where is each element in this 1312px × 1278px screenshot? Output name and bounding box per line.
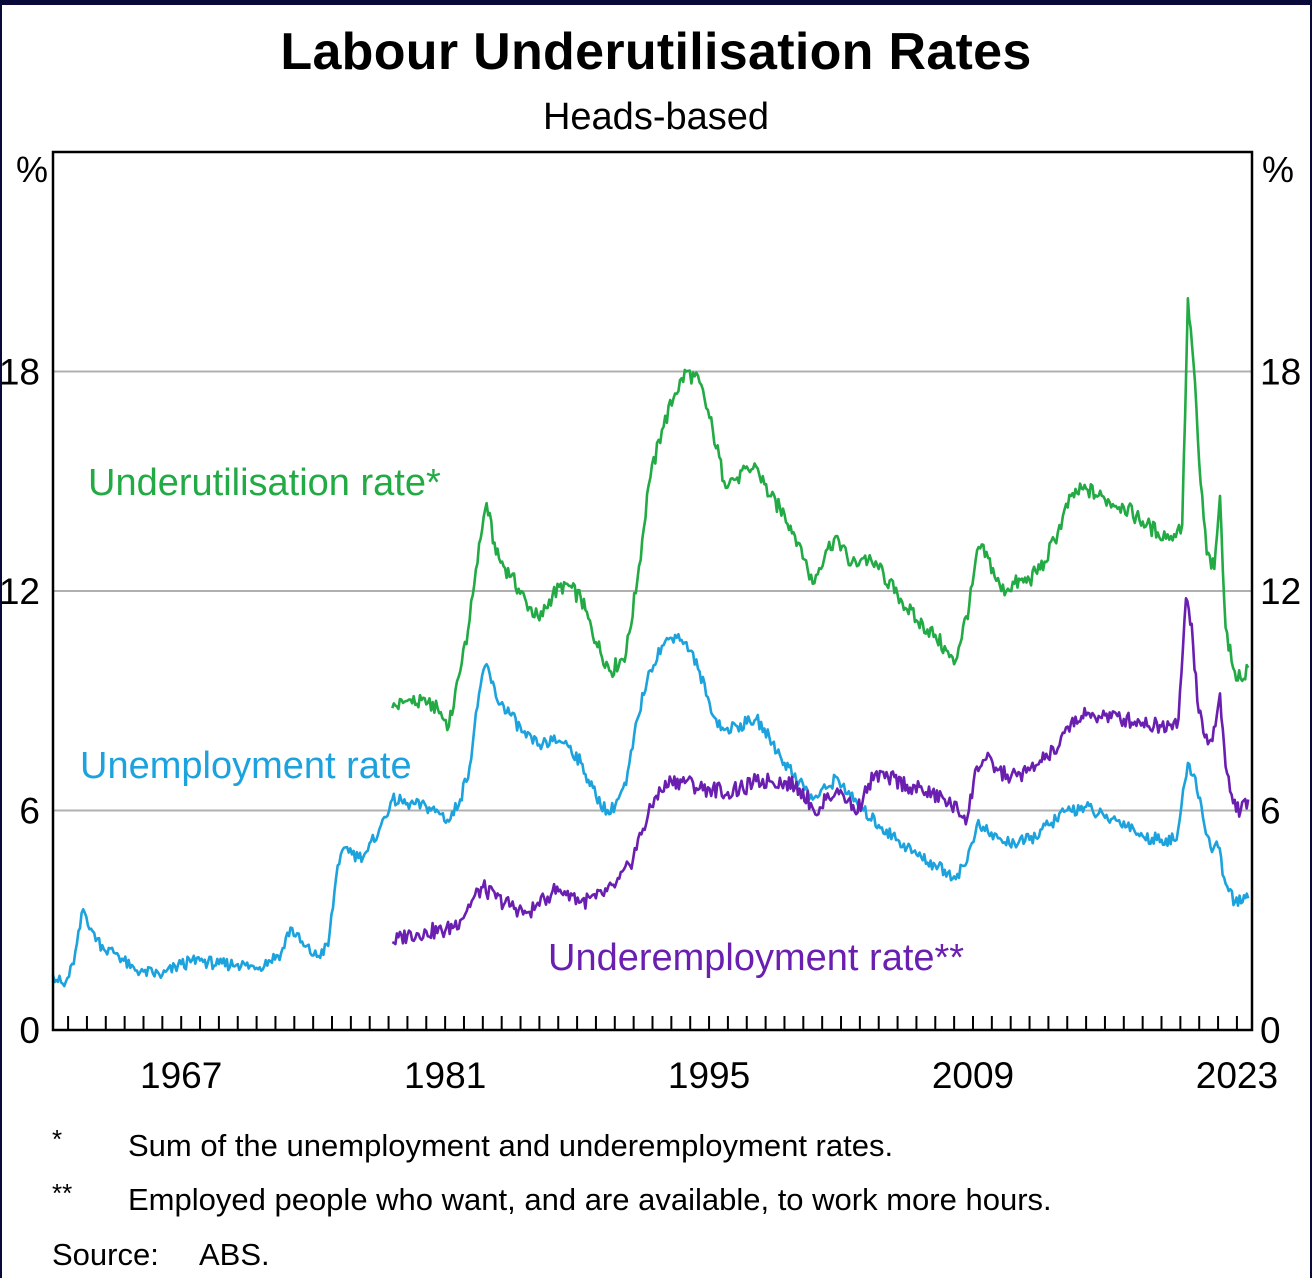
source-label: Source: xyxy=(52,1237,159,1272)
gridlines xyxy=(53,370,1252,812)
series-line-underutilisation xyxy=(391,297,1250,732)
y-tick-label-right: 6 xyxy=(1260,791,1281,832)
series-lines xyxy=(51,297,1250,988)
y-tick-label-left: 18 xyxy=(0,352,40,393)
series-annotations: Underutilisation rate* Unemployment rate U… xyxy=(80,462,964,979)
y-tick-label-left: 0 xyxy=(19,1010,40,1051)
y-tick-label-left: 12 xyxy=(0,571,40,612)
chart-title: Labour Underutilisation Rates xyxy=(280,23,1032,81)
annotation-unemployment: Unemployment rate xyxy=(80,745,412,787)
footnote-mark-1: * xyxy=(52,1124,63,1154)
axis-ticks xyxy=(67,1016,1238,1030)
x-tick-label: 1967 xyxy=(140,1055,222,1096)
top-border xyxy=(0,0,1312,5)
source-value: ABS. xyxy=(199,1237,270,1272)
left-border xyxy=(0,0,2,1278)
x-tick-label: 2023 xyxy=(1196,1055,1278,1096)
annotation-underutilisation: Underutilisation rate* xyxy=(88,462,441,504)
y-unit-left: % xyxy=(16,149,48,190)
x-tick-label: 1981 xyxy=(404,1055,486,1096)
y-unit-right: % xyxy=(1262,149,1294,190)
y-tick-label-right: 12 xyxy=(1260,571,1301,612)
right-border xyxy=(1310,0,1312,1278)
chart-subtitle: Heads-based xyxy=(542,96,770,138)
series-line-underemployment xyxy=(391,597,1250,946)
series-line-unemployment xyxy=(51,632,1250,988)
footnote-text-1: Sum of the unemployment and underemploym… xyxy=(128,1128,894,1163)
y-tick-label-right: 0 xyxy=(1260,1010,1281,1051)
footnote-text-2: Employed people who want, and are availa… xyxy=(128,1182,1052,1217)
x-tick-label: 2009 xyxy=(932,1055,1014,1096)
annotation-underemployment: Underemployment rate** xyxy=(548,937,964,979)
y-tick-label-left: 6 xyxy=(19,791,40,832)
y-tick-label-right: 18 xyxy=(1260,352,1301,393)
footnote-mark-2: ** xyxy=(52,1178,73,1208)
x-tick-label: 1995 xyxy=(668,1055,750,1096)
